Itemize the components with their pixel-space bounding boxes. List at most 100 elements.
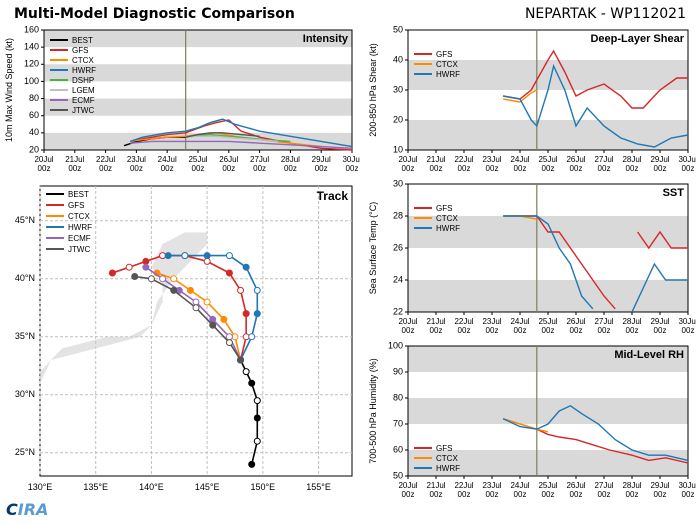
svg-text:00z: 00z <box>682 490 695 499</box>
svg-text:150°E: 150°E <box>251 482 276 492</box>
svg-text:00z: 00z <box>486 164 499 173</box>
svg-text:90: 90 <box>393 366 403 376</box>
svg-text:CTCX: CTCX <box>68 212 90 221</box>
svg-text:40: 40 <box>393 54 403 64</box>
svg-text:00z: 00z <box>68 164 81 173</box>
svg-text:135°E: 135°E <box>83 482 108 492</box>
svg-text:00z: 00z <box>514 164 527 173</box>
svg-text:00z: 00z <box>570 164 583 173</box>
svg-text:100: 100 <box>24 76 39 86</box>
svg-text:00z: 00z <box>402 326 415 335</box>
svg-text:45°N: 45°N <box>15 215 35 225</box>
svg-text:00z: 00z <box>654 164 667 173</box>
svg-text:30Jul: 30Jul <box>678 481 696 490</box>
svg-text:28: 28 <box>393 210 403 220</box>
svg-text:Track: Track <box>317 189 349 203</box>
svg-text:10m Max Wind Speed (kt): 10m Max Wind Speed (kt) <box>4 38 14 142</box>
svg-text:00z: 00z <box>192 164 205 173</box>
panel-rh: 506070809010020Jul00z21Jul00z22Jul00z23J… <box>364 342 696 502</box>
svg-text:00z: 00z <box>346 164 359 173</box>
svg-text:00z: 00z <box>315 164 328 173</box>
svg-text:20Jul: 20Jul <box>398 155 417 164</box>
svg-text:25°N: 25°N <box>15 447 35 457</box>
svg-text:120: 120 <box>24 59 39 69</box>
svg-text:27Jul: 27Jul <box>594 155 613 164</box>
logo-ira: IRA <box>18 500 49 519</box>
svg-text:00z: 00z <box>38 164 51 173</box>
svg-text:60: 60 <box>393 444 403 454</box>
svg-text:28Jul: 28Jul <box>622 317 641 326</box>
svg-text:20Jul: 20Jul <box>34 155 53 164</box>
svg-text:24Jul: 24Jul <box>510 155 529 164</box>
svg-text:00z: 00z <box>430 490 443 499</box>
svg-text:HWRF: HWRF <box>72 66 96 75</box>
svg-text:26Jul: 26Jul <box>219 155 238 164</box>
svg-text:21Jul: 21Jul <box>426 481 445 490</box>
svg-text:200-850 hPa Shear (kt): 200-850 hPa Shear (kt) <box>368 43 378 137</box>
svg-text:00z: 00z <box>626 164 639 173</box>
panel-sst: 222426283020Jul00z21Jul00z22Jul00z23Jul0… <box>364 180 696 338</box>
svg-text:00z: 00z <box>570 490 583 499</box>
svg-text:CTCX: CTCX <box>436 454 458 463</box>
svg-text:700-500 hPa Humidity (%): 700-500 hPa Humidity (%) <box>368 358 378 464</box>
svg-text:CTCX: CTCX <box>72 56 94 65</box>
svg-text:BEST: BEST <box>72 36 93 45</box>
svg-text:HWRF: HWRF <box>436 70 460 79</box>
svg-text:00z: 00z <box>486 326 499 335</box>
svg-text:00z: 00z <box>161 164 174 173</box>
svg-text:30: 30 <box>393 84 403 94</box>
svg-text:CTCX: CTCX <box>436 214 458 223</box>
svg-text:Sea Surface Temp (°C): Sea Surface Temp (°C) <box>368 202 378 294</box>
main-title: Multi-Model Diagnostic Comparison <box>14 6 295 22</box>
svg-text:25Jul: 25Jul <box>188 155 207 164</box>
svg-text:00z: 00z <box>402 490 415 499</box>
svg-text:00z: 00z <box>430 164 443 173</box>
svg-text:GFS: GFS <box>68 201 84 210</box>
svg-text:HWRF: HWRF <box>68 223 92 232</box>
svg-text:00z: 00z <box>514 490 527 499</box>
svg-text:00z: 00z <box>514 326 527 335</box>
svg-text:00z: 00z <box>626 490 639 499</box>
svg-text:35°N: 35°N <box>15 331 35 341</box>
svg-text:00z: 00z <box>458 326 471 335</box>
svg-text:22Jul: 22Jul <box>96 155 115 164</box>
svg-text:00z: 00z <box>542 326 555 335</box>
svg-text:27Jul: 27Jul <box>594 481 613 490</box>
svg-text:BEST: BEST <box>68 190 89 199</box>
svg-text:30°N: 30°N <box>15 389 35 399</box>
svg-text:00z: 00z <box>654 490 667 499</box>
svg-text:60: 60 <box>29 110 39 120</box>
svg-text:26: 26 <box>393 242 403 252</box>
svg-text:Intensity: Intensity <box>303 33 349 45</box>
storm-id: NEPARTAK - WP112021 <box>525 6 686 22</box>
svg-text:22Jul: 22Jul <box>454 481 473 490</box>
svg-text:Mid-Level RH: Mid-Level RH <box>614 349 684 361</box>
svg-text:21Jul: 21Jul <box>65 155 84 164</box>
svg-text:00z: 00z <box>542 490 555 499</box>
svg-text:160: 160 <box>24 26 39 34</box>
svg-text:GFS: GFS <box>436 204 452 213</box>
svg-text:30Jul: 30Jul <box>342 155 360 164</box>
svg-text:00z: 00z <box>430 326 443 335</box>
svg-text:00z: 00z <box>284 164 297 173</box>
svg-text:24Jul: 24Jul <box>510 317 529 326</box>
svg-text:00z: 00z <box>626 326 639 335</box>
svg-text:20: 20 <box>29 144 39 154</box>
svg-text:155°E: 155°E <box>306 482 331 492</box>
panel-shear: 102030405020Jul00z21Jul00z22Jul00z23Jul0… <box>364 26 696 176</box>
svg-text:22Jul: 22Jul <box>454 317 473 326</box>
svg-text:21Jul: 21Jul <box>426 317 445 326</box>
svg-text:00z: 00z <box>486 490 499 499</box>
svg-text:80: 80 <box>29 93 39 103</box>
svg-text:30Jul: 30Jul <box>678 317 696 326</box>
svg-text:Deep-Layer Shear: Deep-Layer Shear <box>590 33 684 45</box>
svg-text:GFS: GFS <box>436 444 452 453</box>
svg-text:29Jul: 29Jul <box>650 155 669 164</box>
svg-text:25Jul: 25Jul <box>538 317 557 326</box>
svg-text:00z: 00z <box>682 164 695 173</box>
svg-text:00z: 00z <box>598 490 611 499</box>
svg-text:130°E: 130°E <box>28 482 53 492</box>
svg-text:28Jul: 28Jul <box>622 155 641 164</box>
svg-text:25Jul: 25Jul <box>538 155 557 164</box>
svg-text:HWRF: HWRF <box>436 464 460 473</box>
